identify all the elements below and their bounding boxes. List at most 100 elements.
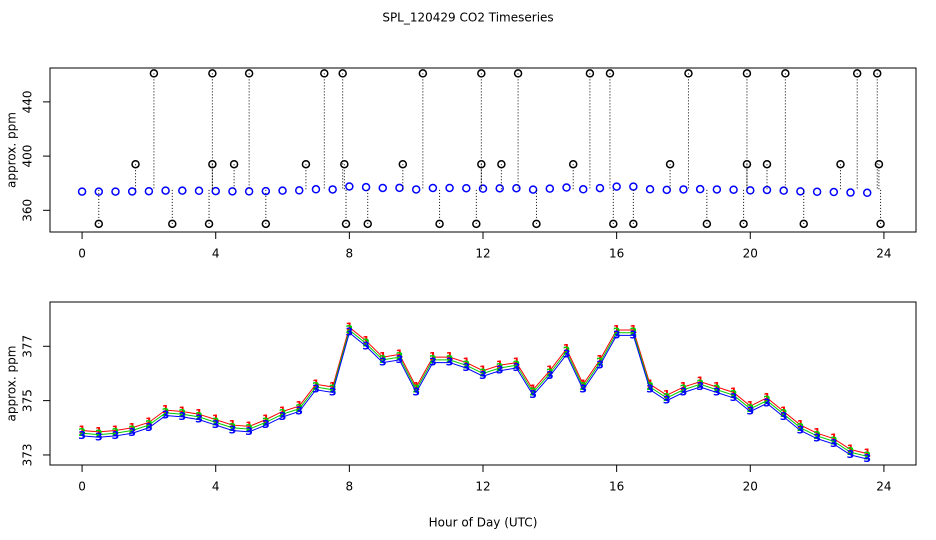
point — [228, 187, 237, 196]
point — [513, 69, 523, 78]
series-marker: 2 — [797, 421, 805, 434]
series-marker: 1 — [245, 419, 253, 432]
series-marker: 3 — [646, 383, 654, 396]
series-marker: 3 — [579, 383, 587, 396]
point — [528, 185, 538, 194]
series-marker: 3 — [162, 409, 170, 422]
series-marker: 2 — [696, 377, 704, 390]
series-marker: 2 — [479, 366, 487, 379]
series-marker: 3 — [596, 358, 604, 371]
point — [127, 187, 137, 196]
point — [244, 187, 254, 196]
point — [712, 185, 722, 194]
point — [605, 69, 615, 78]
point — [862, 188, 872, 198]
x-tick-label: 16 — [609, 480, 624, 494]
series-marker: 2 — [396, 350, 404, 363]
point — [562, 183, 571, 192]
point — [418, 69, 428, 78]
series-marker: 1 — [830, 432, 838, 445]
point — [829, 187, 839, 197]
series-marker: 1 — [229, 418, 237, 431]
point — [702, 219, 712, 229]
point — [609, 219, 618, 229]
series-marker: 1 — [212, 413, 220, 426]
series-marker: 3 — [245, 425, 253, 438]
series-line — [82, 329, 868, 457]
point — [532, 219, 541, 229]
series-marker: 2 — [830, 434, 838, 447]
series-marker: 2 — [412, 383, 420, 396]
chart-title: SPL_120429 CO2 Timeseries — [382, 11, 553, 25]
point — [874, 159, 884, 169]
x-tick-label: 8 — [346, 480, 354, 494]
point — [340, 159, 349, 169]
series-marker: 1 — [162, 403, 170, 416]
series-marker: 1 — [713, 380, 721, 393]
series-marker: 3 — [312, 383, 320, 396]
point — [462, 183, 471, 193]
series-marker: 1 — [195, 407, 203, 420]
point — [545, 184, 555, 193]
point — [338, 69, 347, 78]
y-axis-label: approx. ppm — [5, 112, 19, 188]
point — [876, 219, 885, 229]
series-marker: 3 — [630, 328, 638, 341]
x-tick-label: 12 — [475, 480, 490, 494]
series-marker: 2 — [379, 353, 387, 366]
series-marker: 1 — [95, 425, 103, 438]
series-marker: 1 — [462, 356, 470, 369]
point — [695, 184, 705, 194]
point — [578, 185, 588, 194]
series-marker: 1 — [546, 364, 554, 377]
series-marker: 3 — [863, 452, 871, 465]
point — [428, 183, 438, 193]
series-marker: 2 — [730, 388, 738, 401]
point — [94, 187, 104, 196]
series-marker: 1 — [178, 404, 186, 417]
point — [472, 219, 481, 229]
series-marker: 3 — [78, 429, 86, 442]
series-marker: 1 — [312, 377, 320, 390]
point — [435, 219, 444, 229]
series-marker: 2 — [329, 383, 337, 396]
series-marker: 1 — [78, 423, 86, 436]
point — [395, 183, 404, 193]
series-marker: 1 — [295, 399, 303, 412]
series-marker: 1 — [329, 380, 337, 393]
series-marker: 2 — [546, 366, 554, 379]
point — [729, 185, 738, 194]
series-marker: 2 — [346, 323, 354, 336]
series-marker: 2 — [128, 423, 136, 436]
series-marker: 3 — [262, 418, 270, 431]
series-marker: 3 — [847, 448, 855, 461]
point — [208, 159, 217, 169]
series-marker: 1 — [429, 350, 437, 363]
series-marker: 2 — [513, 358, 521, 371]
point — [512, 183, 521, 193]
point — [311, 185, 321, 194]
point — [746, 186, 755, 195]
series-marker: 1 — [780, 404, 788, 417]
series-marker: 1 — [646, 377, 654, 390]
series-marker: 3 — [713, 385, 721, 398]
point — [812, 187, 822, 196]
series-marker: 2 — [529, 385, 537, 398]
x-tick-label: 24 — [876, 247, 891, 261]
series-marker: 1 — [529, 383, 537, 396]
series-marker: 3 — [529, 388, 537, 401]
series-marker: 1 — [813, 426, 821, 439]
series-marker: 1 — [112, 423, 120, 436]
series-marker: 1 — [579, 377, 587, 390]
point — [261, 219, 271, 229]
series-marker: 3 — [479, 369, 487, 382]
series-marker: 3 — [212, 418, 220, 431]
series-marker: 3 — [295, 404, 303, 417]
series-marker: 2 — [646, 380, 654, 393]
series-marker: 1 — [763, 391, 771, 404]
series-marker: 1 — [663, 388, 671, 401]
point — [77, 187, 87, 196]
series-marker: 3 — [780, 410, 788, 423]
series-marker: 3 — [346, 326, 354, 339]
